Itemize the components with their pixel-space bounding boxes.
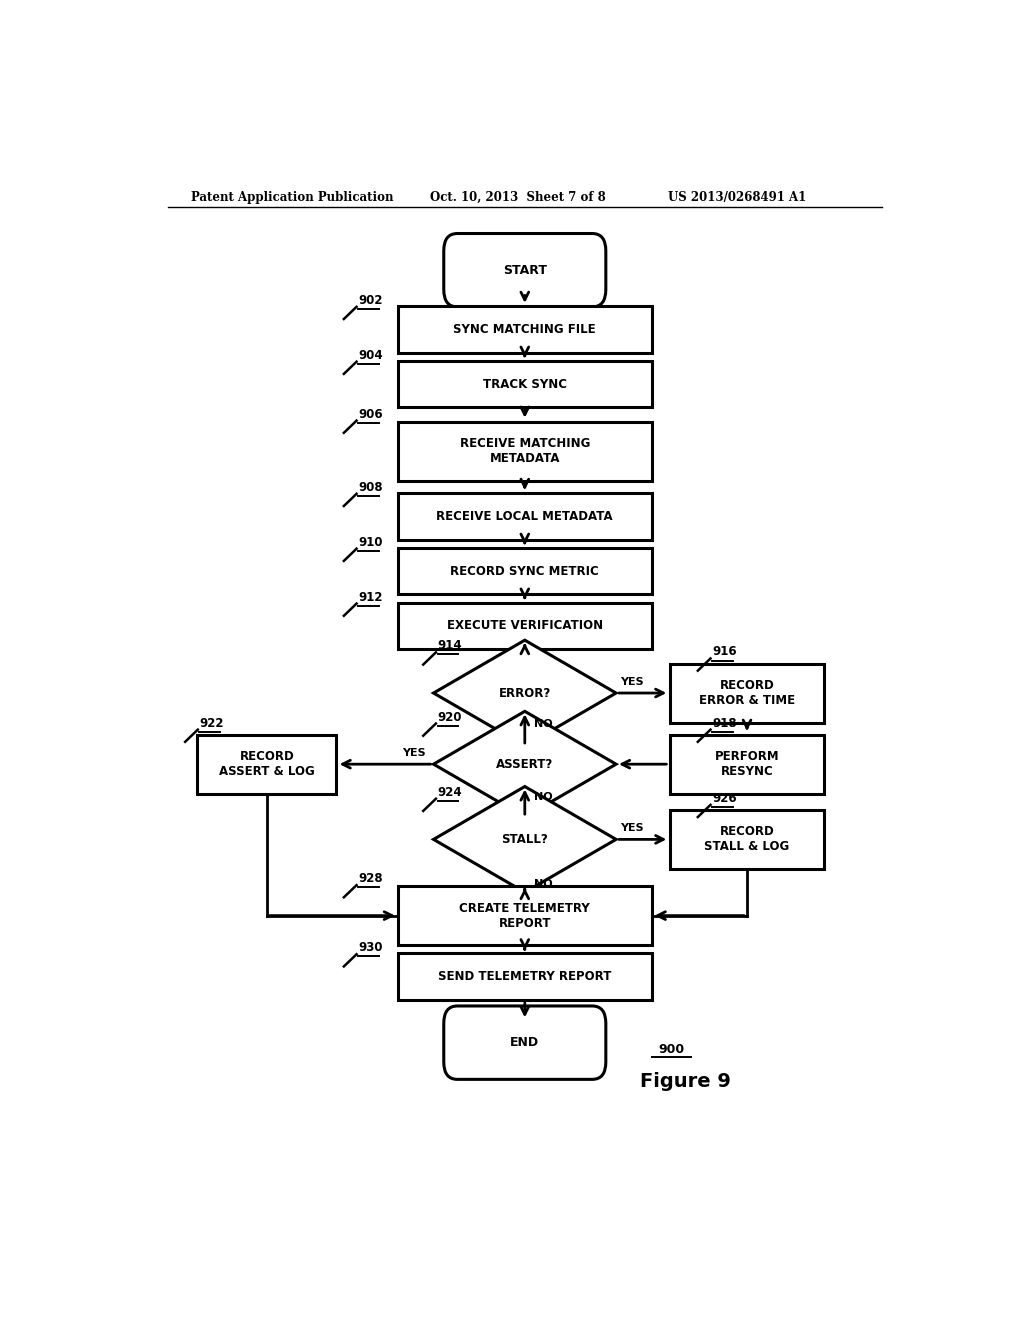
- Text: RECORD
ERROR & TIME: RECORD ERROR & TIME: [699, 678, 795, 708]
- Text: RECORD
STALL & LOG: RECORD STALL & LOG: [705, 825, 790, 854]
- Text: 930: 930: [358, 941, 383, 954]
- Text: CREATE TELEMETRY
REPORT: CREATE TELEMETRY REPORT: [460, 902, 590, 929]
- Text: STALL?: STALL?: [502, 833, 548, 846]
- Text: YES: YES: [620, 677, 644, 686]
- Text: Figure 9: Figure 9: [640, 1072, 731, 1090]
- Text: NO: NO: [535, 718, 553, 729]
- Text: SEND TELEMETRY REPORT: SEND TELEMETRY REPORT: [438, 970, 611, 983]
- FancyBboxPatch shape: [397, 602, 651, 649]
- FancyBboxPatch shape: [397, 886, 651, 945]
- Text: YES: YES: [620, 824, 644, 833]
- Text: 922: 922: [200, 717, 224, 730]
- FancyBboxPatch shape: [443, 1006, 606, 1080]
- Polygon shape: [433, 640, 616, 746]
- Text: END: END: [510, 1036, 540, 1049]
- Text: Oct. 10, 2013  Sheet 7 of 8: Oct. 10, 2013 Sheet 7 of 8: [430, 190, 605, 203]
- FancyBboxPatch shape: [397, 421, 651, 480]
- Text: 926: 926: [712, 792, 736, 805]
- Text: SYNC MATCHING FILE: SYNC MATCHING FILE: [454, 322, 596, 335]
- Text: 912: 912: [358, 590, 383, 603]
- Text: EXECUTE VERIFICATION: EXECUTE VERIFICATION: [446, 619, 603, 632]
- Text: 902: 902: [358, 294, 383, 306]
- Text: 906: 906: [358, 408, 383, 421]
- Text: 904: 904: [358, 348, 383, 362]
- Text: YES: YES: [402, 748, 426, 758]
- Text: 924: 924: [437, 785, 462, 799]
- Text: US 2013/0268491 A1: US 2013/0268491 A1: [668, 190, 806, 203]
- Text: RECORD
ASSERT & LOG: RECORD ASSERT & LOG: [219, 750, 314, 779]
- FancyBboxPatch shape: [397, 306, 651, 352]
- Text: 916: 916: [712, 645, 736, 659]
- Polygon shape: [433, 787, 616, 892]
- Text: PERFORM
RESYNC: PERFORM RESYNC: [715, 750, 779, 779]
- Text: ASSERT?: ASSERT?: [497, 758, 553, 771]
- Text: START: START: [503, 264, 547, 277]
- Text: 914: 914: [437, 639, 462, 652]
- Text: NO: NO: [535, 792, 553, 801]
- Text: TRACK SYNC: TRACK SYNC: [482, 378, 567, 391]
- Polygon shape: [433, 711, 616, 817]
- FancyBboxPatch shape: [443, 234, 606, 306]
- Text: Patent Application Publication: Patent Application Publication: [191, 190, 394, 203]
- Text: NO: NO: [535, 879, 553, 888]
- Text: RECEIVE LOCAL METADATA: RECEIVE LOCAL METADATA: [436, 510, 613, 523]
- Text: 920: 920: [437, 710, 462, 723]
- FancyBboxPatch shape: [397, 548, 651, 594]
- FancyBboxPatch shape: [198, 735, 336, 793]
- FancyBboxPatch shape: [397, 360, 651, 408]
- Text: ERROR?: ERROR?: [499, 686, 551, 700]
- FancyBboxPatch shape: [670, 735, 824, 793]
- Text: RECORD SYNC METRIC: RECORD SYNC METRIC: [451, 565, 599, 578]
- FancyBboxPatch shape: [670, 810, 824, 869]
- Text: 908: 908: [358, 480, 383, 494]
- FancyBboxPatch shape: [397, 492, 651, 540]
- Text: 928: 928: [358, 873, 383, 886]
- Text: RECEIVE MATCHING
METADATA: RECEIVE MATCHING METADATA: [460, 437, 590, 465]
- FancyBboxPatch shape: [397, 953, 651, 1001]
- Text: 910: 910: [358, 536, 383, 549]
- Text: 900: 900: [658, 1043, 685, 1056]
- Text: 918: 918: [712, 717, 736, 730]
- FancyBboxPatch shape: [670, 664, 824, 722]
